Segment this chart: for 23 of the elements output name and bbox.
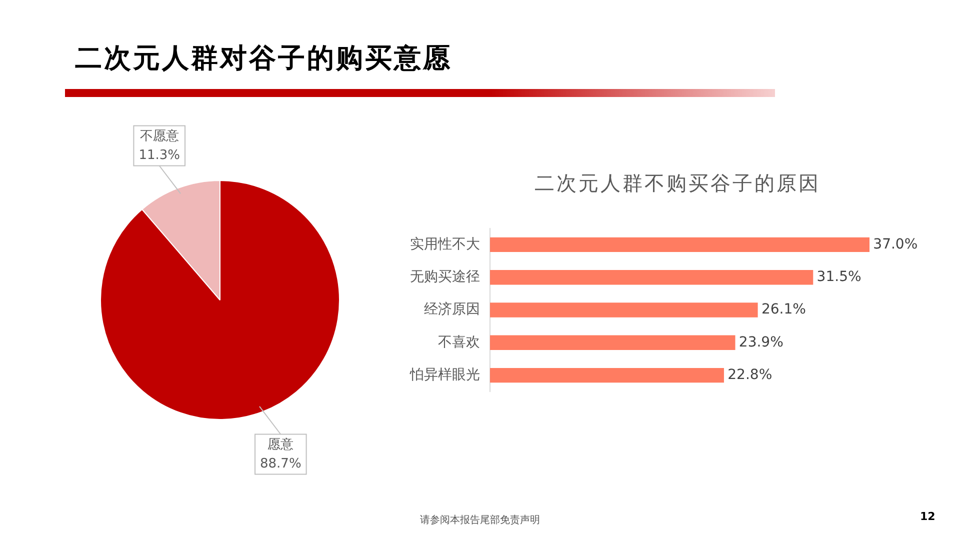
data-label: 31.5% [816,269,862,285]
y-tick-label: 无购买途径 [410,269,480,285]
data-label: 37.0% [873,236,918,252]
bar [490,237,870,252]
data-label: 88.7% [260,456,302,472]
y-tick-label: 怕异样眼光 [409,366,480,383]
slice-label: 愿意 [268,438,294,453]
chart-title: 二次元人群对谷子的购买意愿 [75,42,452,76]
bar [490,302,758,318]
data-label: 22.8% [728,366,772,383]
data-label: 23.9% [738,334,784,350]
data-label: 11.3% [138,148,180,164]
slice-label: 不愿意 [140,129,179,144]
y-tick-label: 实用性不大 [410,236,480,252]
text: 请参阅本报告尾部免责声明 [420,515,540,526]
bar [490,270,814,285]
y-tick-label: 经济原因 [424,302,480,318]
text: 12 [920,510,936,523]
chart-title: 二次元人群不购买谷子的原因 [534,170,822,197]
data-label: 26.1% [761,302,806,318]
y-tick-label: 不喜欢 [438,334,480,350]
bar [490,335,736,350]
bar [490,368,724,383]
